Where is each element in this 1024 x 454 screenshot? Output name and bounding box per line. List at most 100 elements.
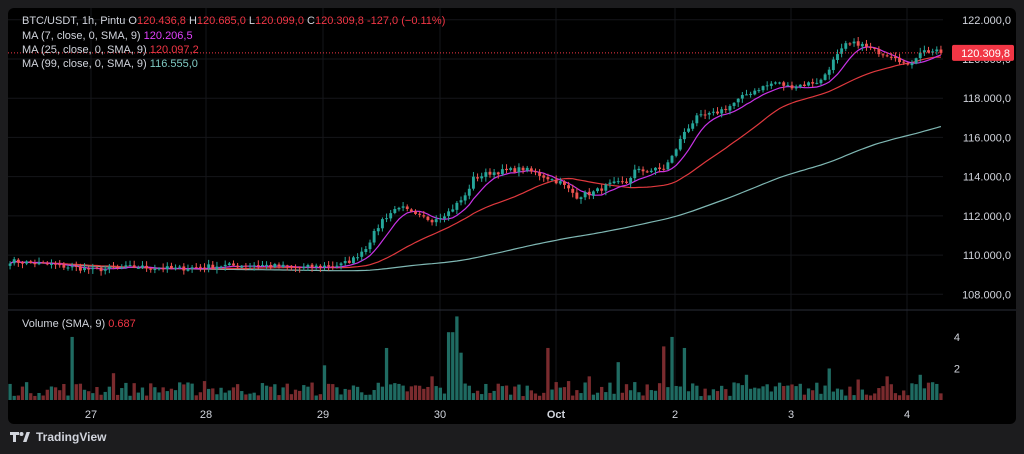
volume-bar <box>269 386 273 400</box>
chart-panel[interactable]: 122.000,0120.000,0118.000,0116.000,0114.… <box>8 8 1016 424</box>
volume-legend-value: 0.687 <box>108 318 136 330</box>
volume-bar <box>331 384 335 400</box>
volume-bar <box>691 383 695 400</box>
volume-bar <box>740 385 745 400</box>
ma99-legend-label: MA (99, close, 0, SMA, 9) <box>22 58 147 70</box>
volume-bar <box>744 374 749 400</box>
ma7-legend[interactable]: MA (7, close, 0, SMA, 9) 120.206,5 <box>22 29 193 43</box>
volume-bar <box>87 391 91 400</box>
candle-body <box>517 167 521 173</box>
candle-body <box>401 206 405 208</box>
volume-bar <box>711 389 716 400</box>
ma99-legend[interactable]: MA (99, close, 0, SMA, 9) 116.555,0 <box>22 57 198 71</box>
candle-body <box>856 41 860 46</box>
volume-bar <box>873 393 877 400</box>
candle-body <box>323 265 326 268</box>
candle-body <box>877 49 881 55</box>
volume-bar <box>455 316 459 400</box>
volume-bar <box>939 393 943 400</box>
volume-bar <box>302 385 306 400</box>
candle-body <box>587 191 591 196</box>
volume-bar <box>624 384 629 400</box>
volume-bar <box>459 352 463 400</box>
candle-body <box>525 167 529 171</box>
volume-bar <box>376 382 380 400</box>
candle-body <box>124 265 128 267</box>
tradingview-logo-icon[interactable] <box>10 431 30 443</box>
volume-bar <box>132 383 136 400</box>
candle-body <box>881 54 885 56</box>
volume-bar <box>649 390 653 400</box>
candle-body <box>107 266 111 269</box>
volume-bar <box>922 388 927 400</box>
candle-body <box>823 74 827 80</box>
symbol-label[interactable]: BTC/USDT, 1h, Pintu <box>22 15 126 27</box>
candle-body <box>529 168 533 172</box>
candle-body <box>352 257 355 264</box>
volume-bar <box>881 386 885 400</box>
candle-body <box>509 168 513 170</box>
volume-bar <box>260 383 265 400</box>
candle-body <box>194 267 198 269</box>
volume-bar <box>720 385 724 400</box>
volume-bar <box>198 392 203 400</box>
candle-body <box>294 266 297 268</box>
candle-body <box>765 85 769 87</box>
volume-bar <box>827 368 831 400</box>
volume-bar <box>351 385 356 400</box>
time-axis[interactable]: 27 28 29 30 Oct 2 3 4 <box>85 409 910 421</box>
candle-body <box>753 90 757 95</box>
volume-bar <box>115 394 120 400</box>
candle-body <box>778 82 782 84</box>
volume-bar <box>666 387 670 400</box>
volume-bar <box>372 390 376 400</box>
candle-body <box>807 82 810 86</box>
candle-body <box>45 263 49 265</box>
candle-body <box>364 249 368 252</box>
volume-bar <box>463 383 467 400</box>
volume-bar <box>289 394 294 400</box>
candle-body <box>488 171 492 175</box>
candle-body <box>827 69 831 75</box>
volume-bar <box>355 386 360 400</box>
volume-bar <box>657 383 662 400</box>
volume-bar <box>645 384 649 400</box>
volume-bar <box>434 386 438 400</box>
candle-body <box>277 264 281 267</box>
candle-body <box>339 263 343 266</box>
volume-bar <box>839 389 844 400</box>
volume-bar <box>860 389 864 400</box>
candlestick-chart[interactable]: 122.000,0120.000,0118.000,0116.000,0114.… <box>8 8 1016 424</box>
volume-bar <box>782 386 786 400</box>
ma7-path <box>9 46 942 270</box>
volume-bar <box>753 387 757 400</box>
volume-bar <box>202 381 207 400</box>
candle-body <box>87 268 91 270</box>
volume-axis[interactable]: 42 <box>954 332 960 376</box>
volume-bar <box>264 385 269 400</box>
candle-body <box>736 98 740 103</box>
brand-name[interactable]: TradingView <box>36 430 107 444</box>
volume-bar <box>910 383 914 400</box>
price-tick-label: 116.000,0 <box>963 132 1011 144</box>
candle-body <box>157 268 161 270</box>
volume-bar <box>360 392 364 400</box>
volume-bar <box>20 386 25 400</box>
candle-body <box>70 266 74 268</box>
volume-bar <box>877 388 881 400</box>
candle-body <box>298 267 302 269</box>
volume-bar <box>219 387 223 400</box>
volume-bar <box>682 347 687 400</box>
candle-body <box>773 82 777 84</box>
volume-bar <box>293 389 298 400</box>
volume-bar <box>761 386 765 400</box>
candle-body <box>480 176 484 179</box>
volume-bar <box>58 390 62 400</box>
candle-body <box>393 209 397 213</box>
candle-body <box>91 267 95 270</box>
ma25-legend[interactable]: MA (25, close, 0, SMA, 9) 120.097,2 <box>22 43 199 57</box>
volume-legend[interactable]: Volume (SMA, 9) 0.687 <box>22 317 136 331</box>
volume-bar <box>786 385 790 400</box>
volume-bar <box>62 384 66 400</box>
change-value: -127,0 (−0.11%) <box>366 15 446 27</box>
